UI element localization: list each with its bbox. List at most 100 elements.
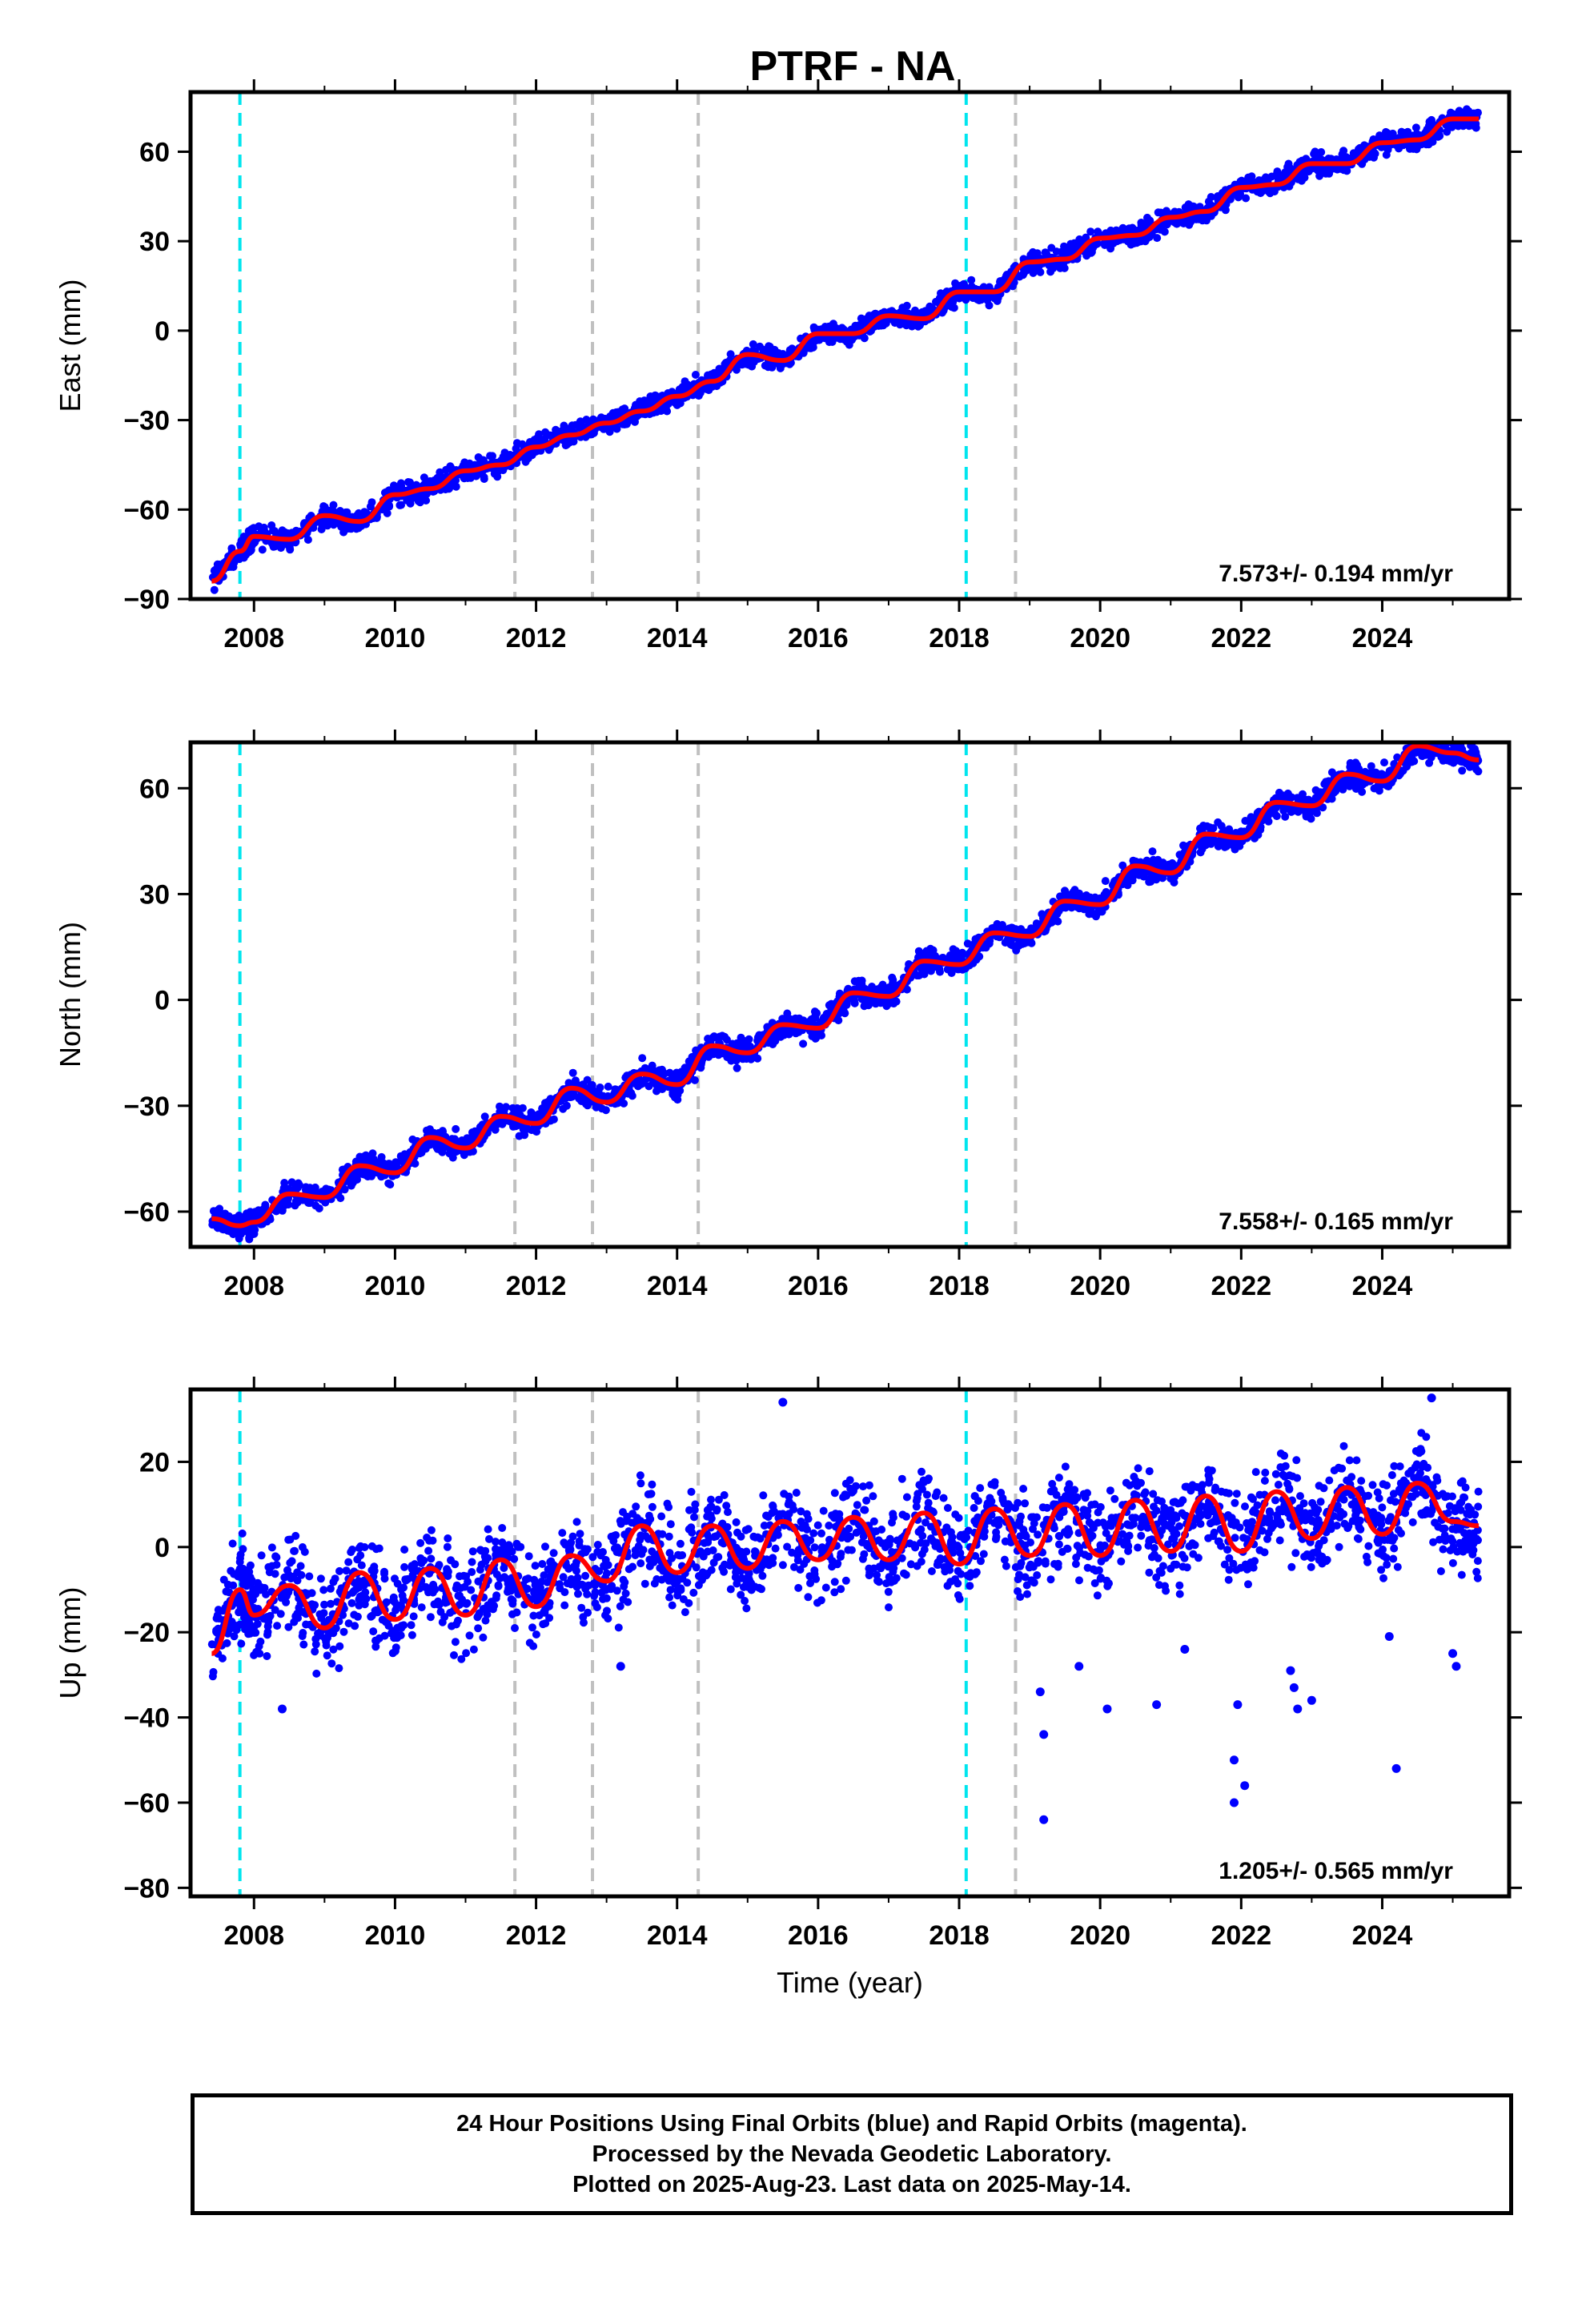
data-point: [1319, 803, 1327, 812]
data-point: [260, 1583, 269, 1592]
data-point: [320, 1600, 328, 1609]
data-point: [230, 1632, 239, 1641]
data-point: [208, 1672, 217, 1681]
data-point: [339, 1627, 348, 1636]
data-point: [307, 1589, 316, 1598]
data-point: [552, 425, 560, 434]
data-point: [605, 428, 614, 436]
data-point: [247, 1579, 255, 1588]
data-point: [353, 1612, 362, 1621]
x-tick-label: 2018: [929, 623, 990, 653]
rate-label: 7.573+/- 0.194 mm/yr: [1219, 561, 1453, 587]
data-point: [1157, 862, 1166, 870]
data-point: [1255, 176, 1263, 185]
data-point: [982, 943, 990, 952]
data-point: [372, 513, 381, 522]
data-point: [733, 1063, 741, 1072]
data-point: [407, 1621, 416, 1630]
data-point: [263, 1652, 271, 1660]
data-point: [926, 302, 934, 311]
data-point: [528, 1114, 536, 1123]
data-point: [638, 1054, 647, 1063]
data-point: [271, 1552, 280, 1561]
data-point: [329, 1629, 338, 1638]
data-point: [955, 292, 964, 301]
data-point: [351, 1622, 359, 1630]
data-point: [937, 289, 945, 298]
data-point: [874, 321, 883, 330]
data-point: [1209, 835, 1218, 844]
x-tick-label: 2010: [365, 1271, 426, 1301]
data-point: [1144, 858, 1153, 866]
data-point: [612, 1085, 620, 1094]
y-tick-label: −60: [123, 1197, 170, 1228]
data-point: [251, 1225, 259, 1234]
data-point: [675, 385, 684, 394]
data-point: [608, 408, 617, 417]
data-point: [809, 341, 817, 350]
data-point: [1311, 786, 1320, 794]
data-point: [442, 465, 451, 474]
data-point: [1026, 937, 1034, 946]
data-point: [255, 522, 263, 531]
chart-title: PTRF - NA: [749, 43, 955, 90]
data-point: [993, 296, 1002, 305]
data-point: [1137, 219, 1146, 227]
data-point: [286, 545, 295, 554]
plot-area: [208, 733, 1483, 1247]
data-point: [729, 1039, 737, 1048]
data-point: [1101, 877, 1110, 886]
data-point: [753, 1036, 762, 1045]
data-point: [235, 1558, 244, 1566]
data-point: [1090, 893, 1099, 902]
data-point: [1242, 194, 1251, 203]
data-point: [902, 301, 911, 310]
data-point: [1105, 238, 1114, 247]
data-point: [210, 585, 219, 594]
x-tick-label: 2020: [1070, 623, 1130, 653]
data-point: [697, 1059, 705, 1068]
data-point: [329, 501, 338, 509]
data-point: [273, 1622, 282, 1630]
data-point: [685, 1057, 693, 1066]
data-point: [384, 1160, 393, 1168]
data-point: [386, 1180, 395, 1189]
data-point: [299, 1640, 308, 1649]
x-tick-label: 2018: [929, 1271, 990, 1301]
data-point: [892, 997, 901, 1006]
data-point: [339, 528, 348, 537]
data-point: [291, 1197, 300, 1206]
data-point: [357, 1561, 366, 1570]
data-point: [652, 1081, 661, 1090]
data-point: [251, 1628, 260, 1637]
data-point: [297, 1570, 306, 1579]
plot-area: [207, 1389, 1483, 1896]
data-point: [546, 1095, 555, 1104]
y-tick-label: 30: [139, 879, 170, 910]
x-tick-label: 2012: [506, 1271, 567, 1301]
data-point: [409, 1612, 418, 1621]
x-tick-label: 2016: [788, 623, 849, 653]
data-point: [835, 989, 844, 998]
data-point: [1036, 267, 1045, 276]
data-point: [347, 1548, 355, 1557]
data-point: [1411, 123, 1420, 132]
x-tick-label: 2014: [647, 1271, 708, 1301]
data-point: [498, 1120, 507, 1128]
data-point: [854, 976, 863, 985]
data-point: [949, 945, 958, 954]
data-point: [1018, 938, 1027, 947]
data-point: [368, 1149, 377, 1158]
data-point: [1415, 733, 1423, 741]
data-point: [1198, 845, 1207, 854]
data-point: [360, 1543, 369, 1551]
data-point: [255, 1642, 263, 1651]
data-point: [480, 475, 488, 483]
data-point: [212, 565, 221, 573]
data-point: [1424, 140, 1433, 149]
up-panel: 2008 2010 2012 2014 2016 2018 2020 2022 2024−80−…: [54, 1377, 1522, 1999]
data-point: [1284, 167, 1293, 176]
data-point: [1170, 879, 1178, 887]
data-point: [267, 1543, 276, 1552]
data-point: [963, 939, 972, 948]
